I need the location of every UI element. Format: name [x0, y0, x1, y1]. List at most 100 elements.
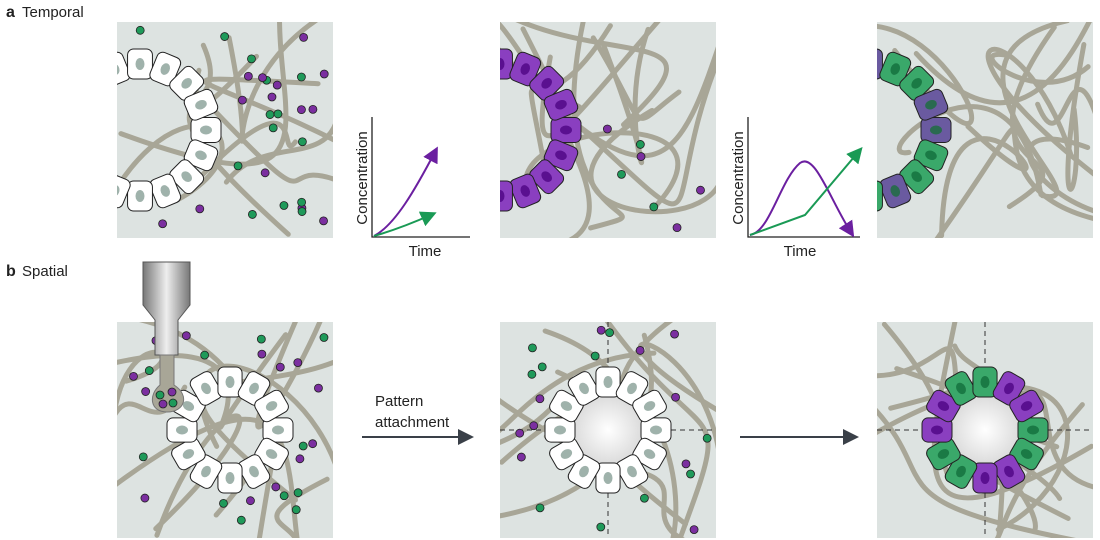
nucleus: [86, 76, 101, 91]
molecule: [597, 326, 605, 334]
molecule: [237, 516, 245, 524]
cell-body: [74, 157, 113, 196]
molecule: [516, 429, 524, 437]
molecule: [261, 169, 269, 177]
molecule: [201, 351, 209, 359]
panel-letter: b: [6, 263, 16, 280]
molecule: [141, 494, 149, 502]
arrow-label: Pattern: [375, 393, 423, 410]
molecule: [309, 440, 317, 448]
nucleus: [802, 98, 817, 111]
nucleus: [68, 126, 80, 135]
cell-body: [59, 118, 89, 143]
nucleus: [226, 376, 235, 388]
molecule: [296, 455, 304, 463]
nucleus: [838, 62, 851, 77]
cell: [74, 157, 113, 196]
molecule: [650, 203, 658, 211]
lumen: [574, 396, 642, 464]
nucleus: [446, 76, 461, 91]
molecule: [268, 93, 276, 101]
graph: Concentration Time: [730, 117, 860, 260]
molecule: [221, 33, 229, 41]
molecule: [640, 494, 648, 502]
molecule: [292, 506, 300, 514]
cell-body: [458, 50, 492, 87]
molecule: [320, 70, 328, 78]
molecule: [298, 138, 306, 146]
cell: [191, 118, 221, 143]
molecule: [276, 363, 284, 371]
nucleus: [468, 184, 481, 199]
molecule: [597, 523, 605, 531]
cell: [60, 88, 97, 122]
molecule: [244, 72, 252, 80]
cell: [60, 138, 97, 172]
cell-body: [60, 88, 97, 122]
molecule: [528, 370, 536, 378]
cell: [59, 118, 89, 143]
molecule: [298, 208, 306, 216]
cell-body: [789, 118, 819, 143]
cell: [128, 49, 153, 79]
molecule: [294, 489, 302, 497]
molecule: [320, 333, 328, 341]
nucleus: [432, 98, 447, 111]
nucleus: [981, 376, 990, 388]
molecule: [528, 344, 536, 352]
molecule: [682, 460, 690, 468]
molecule: [671, 330, 679, 338]
molecule: [145, 367, 153, 375]
nucleus: [136, 190, 145, 202]
panel-title: Temporal: [22, 4, 84, 21]
molecule: [690, 526, 698, 534]
molecule: [142, 388, 150, 396]
molecule: [269, 124, 277, 132]
molecule: [248, 210, 256, 218]
molecule: [258, 350, 266, 358]
panel: [419, 0, 735, 248]
molecule: [159, 400, 167, 408]
cell-body: [420, 88, 457, 122]
cell: [420, 88, 457, 122]
molecule: [300, 33, 308, 41]
molecule: [247, 55, 255, 63]
nucleus: [802, 149, 817, 162]
molecule: [696, 186, 704, 194]
molecule: [156, 391, 164, 399]
molecule: [280, 492, 288, 500]
molecule: [139, 453, 147, 461]
nucleus: [650, 426, 662, 435]
cell-body: [828, 50, 862, 87]
cell: [458, 172, 492, 209]
cell: [789, 118, 819, 143]
arrow-label: attachment: [375, 414, 450, 431]
x-label: Time: [409, 243, 442, 260]
molecule: [636, 346, 644, 354]
nucleus: [560, 126, 572, 135]
molecule: [246, 497, 254, 505]
nucleus: [176, 426, 188, 435]
molecule: [672, 393, 680, 401]
molecule: [280, 202, 288, 210]
cell-body: [790, 88, 827, 122]
molecule: [168, 388, 176, 396]
cell: [419, 118, 449, 143]
cell: [488, 49, 513, 79]
molecule: [299, 442, 307, 450]
molecule: [603, 125, 611, 133]
nucleus: [816, 76, 831, 91]
molecule: [219, 499, 227, 507]
nucleus: [1027, 426, 1039, 435]
nucleus: [604, 376, 613, 388]
nucleus: [866, 190, 875, 202]
molecule: [309, 105, 317, 113]
molecule: [169, 399, 177, 407]
molecule: [272, 483, 280, 491]
nucleus: [200, 126, 212, 135]
molecule: [259, 74, 267, 82]
nucleus: [866, 58, 875, 70]
panel: [789, 7, 1100, 247]
nucleus: [604, 472, 613, 484]
molecule: [130, 372, 138, 380]
